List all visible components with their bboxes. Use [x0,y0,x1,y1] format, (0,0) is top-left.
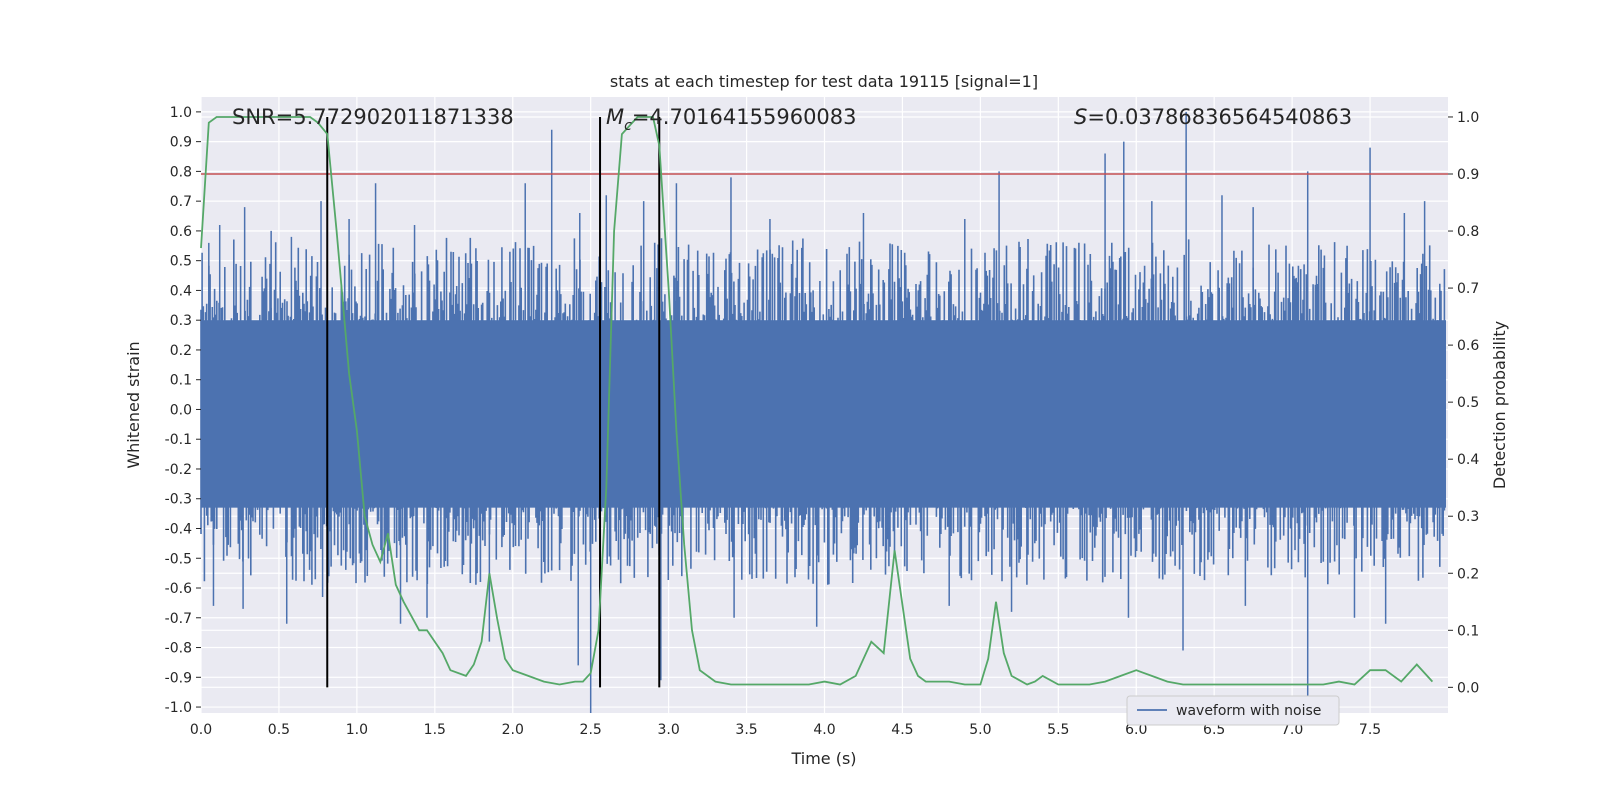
y-tick-label: -0.4 [165,521,192,537]
y-tick-label: 0.9 [170,135,192,151]
snr-annotation: SNR=5.772902011871338 [232,105,514,129]
y-tick-label: 0.1 [170,373,192,389]
x-tick-label: 7.0 [1281,722,1303,738]
x-tick-label: 2.0 [502,722,524,738]
x-tick-label: 4.5 [891,722,913,738]
chirp-mass-symbol: M [606,105,624,129]
y2-tick-label: 0.3 [1457,509,1479,525]
y2-tick-label: 0.5 [1457,395,1479,411]
legend-label-waveform: waveform with noise [1176,703,1321,719]
y-tick-label: -0.7 [165,611,192,627]
y2-tick-label: 0.7 [1457,281,1479,297]
y2-tick-label: 0.2 [1457,566,1479,582]
y2-tick-label: 0.1 [1457,623,1479,639]
x-tick-label: 6.5 [1203,722,1225,738]
y2-tick-label: 0.6 [1457,338,1479,354]
probability-series [200,116,1434,686]
waveform-core-band [201,320,1446,508]
y-tick-label: 0.2 [170,343,192,359]
x-tick-label: 4.0 [813,722,835,738]
x-tick-label: 1.5 [424,722,446,738]
chirp-mass-value: =4.70164155960083 [632,105,857,129]
chart-title: stats at each timestep for test data 191… [610,72,1038,91]
y-tick-label: -0.2 [165,462,192,478]
y-tick-label: -0.5 [165,551,192,567]
y2-axis-label: Detection probability [1490,321,1509,489]
y-tick-label: -1.0 [165,700,192,716]
x-axis-label: Time (s) [790,749,856,768]
y-tick-label: -0.6 [165,581,192,597]
legend: waveform with noise [1126,695,1340,726]
y2-axis-ticks: 1.0 0.9 0.8 0.7 0.6 0.5 0.4 0.3 0.2 0.1 0.0 [1448,110,1479,696]
x-tick-label: 3.0 [657,722,679,738]
x-tick-label: 0.5 [268,722,290,738]
y-tick-label: 0.5 [170,254,192,270]
y2-tick-label: 0.8 [1457,224,1479,240]
y2-tick-label: 1.0 [1457,110,1479,126]
y-tick-label: 0.3 [170,313,192,329]
s-value: =0.03786836564540863 [1087,105,1352,129]
x-tick-label: 0.0 [190,722,212,738]
y-tick-label: -0.8 [165,641,192,657]
y2-tick-label: 0.9 [1457,167,1479,183]
y-tick-label: -0.3 [165,492,192,508]
y-tick-label: -0.9 [165,670,192,686]
x-tick-label: 5.0 [969,722,991,738]
x-tick-label: 7.5 [1359,722,1381,738]
y2-tick-label: 0.0 [1457,680,1479,696]
s-annotation: S=0.03786836564540863 [1074,105,1352,129]
chirp-mass-subscript: c [624,118,632,134]
x-tick-label: 2.5 [580,722,602,738]
x-tick-label: 5.5 [1047,722,1069,738]
y2-tick-label: 0.4 [1457,452,1479,468]
legend-box [1126,695,1340,726]
y-tick-label: 0.7 [170,194,192,210]
x-tick-label: 3.5 [735,722,757,738]
y-tick-label: 0.8 [170,164,192,180]
y-axis-ticks: 1.0 0.9 0.8 0.7 0.6 0.5 0.4 0.3 0.2 0.1 0.0 -0.1 -0.… [165,105,201,716]
waveform-series [200,111,1446,713]
x-tick-label: 1.0 [346,722,368,738]
y-tick-label: 0.4 [170,283,192,299]
y-tick-label: 1.0 [170,105,192,121]
y-tick-label: -0.1 [165,432,192,448]
y-axis-label: Whitened strain [124,341,143,468]
chirp-mass-annotation: Mc=4.70164155960083 [606,105,857,134]
x-tick-label: 6.0 [1125,722,1147,738]
y-tick-label: 0.0 [170,402,192,418]
x-axis-ticks: 0.0 0.5 1.0 1.5 2.0 2.5 3.0 3.5 4.0 4.5 5.0 5.5 6.0 6… [190,722,1381,738]
y-tick-label: 0.6 [170,224,192,240]
s-symbol: S [1074,105,1087,129]
